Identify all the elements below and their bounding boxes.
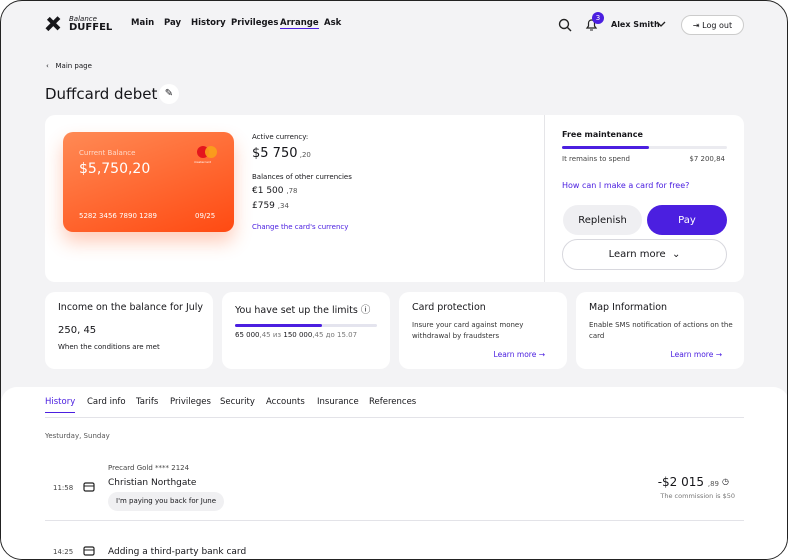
tx-time: 14:25 — [53, 548, 74, 556]
nav-link[interactable]: Ask — [324, 18, 342, 28]
nav-link[interactable]: Main — [131, 18, 155, 28]
card-expiry: 09/25 — [195, 212, 216, 220]
nav-link[interactable]: Privileges — [231, 18, 279, 28]
tx-note: I'm paying you back for June — [108, 492, 224, 511]
logo-icon — [45, 16, 61, 32]
progress-fill — [562, 146, 649, 149]
tile-link-label: Learn more — [493, 350, 537, 359]
limit-fill — [235, 324, 322, 327]
main-amount: $5 750 — [252, 146, 298, 161]
tx-amount-cents: ,89 — [707, 480, 719, 488]
page-title: Duffcard debet — [45, 85, 158, 103]
other-balance: £759 ,34 — [252, 201, 289, 211]
tile-title: Map Information — [589, 302, 668, 313]
card-number: 5282 3456 7890 1289 — [79, 212, 157, 220]
edit-button[interactable]: ✎ — [159, 84, 179, 104]
logout-button[interactable]: ⇥ Log out — [681, 15, 744, 35]
limit-total: 150 000 — [283, 331, 313, 339]
nav-link[interactable]: History — [191, 18, 226, 28]
tabs-rule — [45, 417, 744, 418]
tile-title: You have set up the limits ⓘ — [235, 305, 371, 316]
tab[interactable]: History — [45, 397, 76, 413]
tile-link[interactable]: Learn more → — [670, 350, 722, 359]
tx-amount: -$2 015 ,89 — [658, 475, 719, 489]
tx-amount-main: -$2 015 — [657, 475, 705, 489]
card-brand-logo — [197, 146, 217, 158]
tab[interactable]: Accounts — [266, 397, 305, 407]
maintenance-title: Free maintenance — [562, 130, 643, 139]
pay-button[interactable]: Pay — [647, 205, 727, 235]
other-amount: £759 — [252, 201, 275, 211]
tx-name: Christian Northgate — [108, 478, 197, 488]
main-cents: ,20 — [299, 151, 311, 159]
tile-text: Insure your card against money withdrawa… — [412, 321, 524, 340]
remains-label: It remains to spend — [562, 155, 630, 163]
tile-link-label: Learn more — [670, 350, 714, 359]
tab[interactable]: Insurance — [317, 397, 359, 407]
chevron — [656, 21, 666, 27]
tx-source: Precard Gold **** 2124 — [108, 464, 190, 472]
tx-name: Adding a third-party bank card — [108, 547, 247, 557]
breadcrumb-label: Main page — [55, 62, 92, 70]
other-cents: ,34 — [277, 202, 289, 210]
tab[interactable]: Tarifs — [136, 397, 159, 407]
card-balance: $5,750,20 — [79, 161, 151, 177]
limit-track — [235, 324, 377, 327]
remains-amount: $7 200,84 — [689, 155, 725, 163]
main-balance: $5 750 ,20 — [252, 146, 311, 161]
info-tile: Map Information Enable SMS notification … — [576, 292, 744, 369]
nav-link[interactable]: Arrange — [280, 18, 319, 29]
free-card-link[interactable]: How can I make a card for free? — [562, 181, 690, 190]
protection-tile: Card protection Insure your card against… — [399, 292, 567, 369]
active-label: Active currency: — [252, 133, 309, 141]
other-cents: ,78 — [286, 187, 298, 195]
limit-text: 65 000,45 из 150 000,45 до 15.07 — [235, 331, 357, 339]
tx-time: 11:58 — [53, 484, 74, 492]
tab[interactable]: References — [369, 397, 417, 407]
user-name[interactable]: Alex Smith — [611, 20, 660, 29]
tab[interactable]: Security — [220, 397, 255, 407]
divider — [544, 115, 545, 282]
replenish-button[interactable]: Replenish — [563, 205, 642, 235]
learn-more-button[interactable]: Learn more ⌄ — [562, 239, 727, 270]
limits-tile: You have set up the limits ⓘ 65 000,45 и… — [222, 292, 390, 369]
change-currency-link[interactable]: Change the card's currency — [252, 223, 349, 231]
other-amount: €1 500 — [252, 186, 284, 196]
limit-date: ,45 до 15.07 — [312, 331, 358, 339]
logout-label: Log out — [702, 20, 733, 30]
limit-used: 65 000 — [235, 331, 260, 339]
notification-badge: 3 — [592, 12, 604, 24]
tile-title: Card protection — [412, 302, 486, 313]
other-label: Balances of other currencies — [252, 173, 352, 181]
tab[interactable]: Card info — [87, 397, 126, 407]
income-note: When the conditions are met — [58, 343, 160, 351]
search-icon[interactable] — [558, 18, 572, 32]
nav-link[interactable]: Pay — [164, 18, 182, 28]
tx-icon — [83, 482, 95, 492]
tile-title-text: You have set up the limits — [235, 305, 358, 316]
income-value: 250, 45 — [58, 325, 97, 336]
tx-commission: The commission is $50 — [660, 492, 735, 500]
income-tile: Income on the balance for July 250, 45 W… — [45, 292, 213, 369]
breadcrumb[interactable]: ‹ Main page — [46, 62, 92, 70]
progress-track — [562, 146, 727, 149]
other-balance: €1 500 ,78 — [252, 186, 298, 196]
tile-title: Income on the balance for July — [58, 302, 204, 313]
card-brand: mastercard — [194, 160, 212, 164]
history-panel — [1, 387, 787, 559]
learn-more-label: Learn more — [608, 249, 666, 260]
clock-icon: ◷ — [722, 477, 729, 486]
tx-rule — [45, 520, 744, 521]
tab[interactable]: Privileges — [170, 397, 211, 407]
limit-sep: ,45 из — [259, 331, 284, 339]
logo-bottom: DUFFEL — [69, 22, 113, 33]
logo-top: Balance — [69, 15, 97, 23]
tile-link[interactable]: Learn more → — [493, 350, 545, 359]
tile-text: Enable SMS notification of actions on th… — [589, 321, 733, 340]
card-label: Current Balance — [79, 149, 136, 157]
date-label: Yesturday, Sunday — [45, 432, 110, 440]
tx-icon — [83, 546, 95, 556]
